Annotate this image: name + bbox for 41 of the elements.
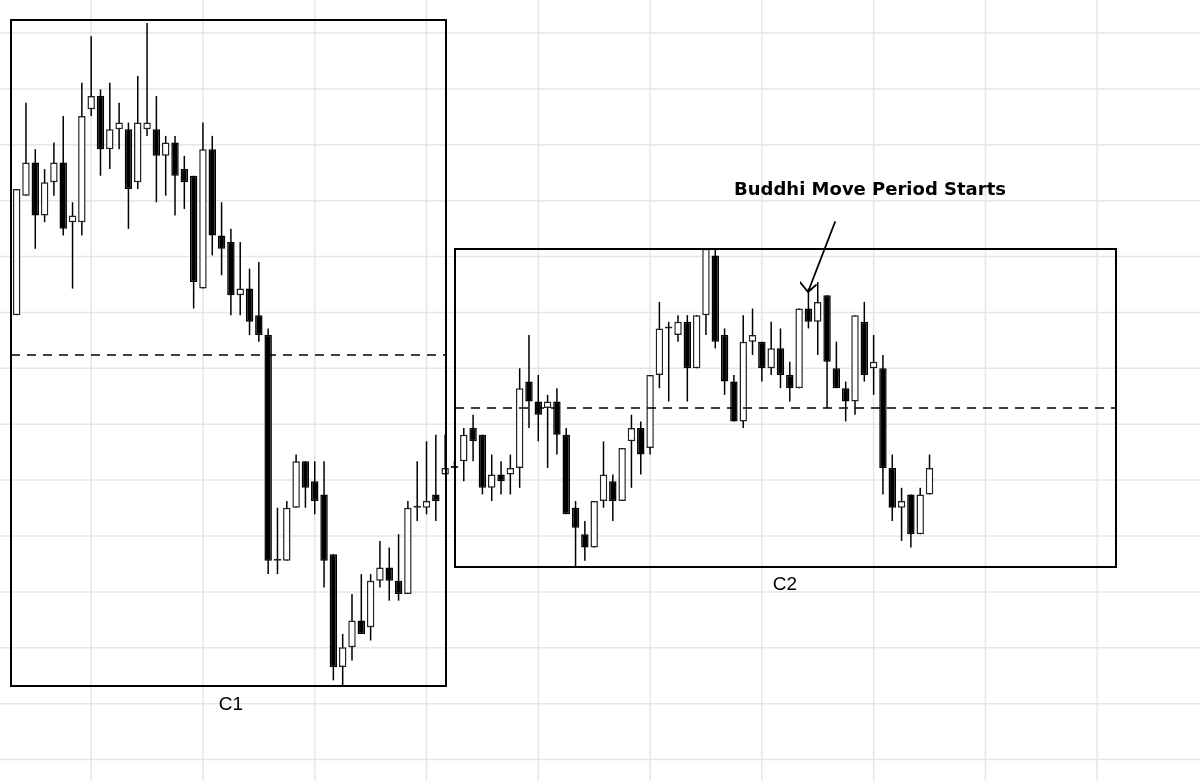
candlestick [152, 95, 161, 204]
candlestick [338, 633, 347, 688]
candlestick [748, 307, 757, 356]
candlestick [422, 440, 431, 516]
candlestick [487, 453, 496, 502]
candlestick [758, 340, 766, 383]
candlestick [786, 360, 794, 403]
candlestick [143, 22, 151, 137]
candlestick [599, 440, 608, 509]
candlestick [767, 321, 775, 376]
candlestick [236, 241, 244, 316]
candlestick [925, 453, 934, 496]
candlestick [68, 201, 77, 290]
candlestick [674, 314, 682, 343]
candlestick [161, 135, 170, 197]
candlestick [432, 433, 440, 522]
candlestick [394, 533, 403, 602]
candlestick [460, 427, 468, 482]
candlestick [571, 500, 580, 569]
candlestick [627, 414, 636, 489]
candlestick [497, 460, 505, 496]
candlestick [506, 453, 515, 496]
candlestick [357, 573, 366, 635]
candlestick [311, 460, 319, 516]
candlestick [255, 261, 263, 343]
candlestick [348, 593, 356, 662]
candlestick [50, 141, 58, 197]
candlestick [869, 334, 878, 396]
candlestick [814, 281, 822, 356]
candlestick [106, 82, 114, 170]
annotation: C2 [772, 573, 798, 595]
text: C1 [218, 693, 244, 715]
candlestick [897, 487, 906, 542]
candlestick [832, 340, 841, 389]
candlestick [217, 201, 226, 277]
candlestick [115, 101, 123, 150]
candlestick [776, 327, 785, 389]
annotation: Buddhi Move Period Starts [734, 177, 1006, 199]
candlestick [301, 460, 310, 509]
candlestick [609, 473, 617, 522]
candlestick [180, 155, 189, 210]
